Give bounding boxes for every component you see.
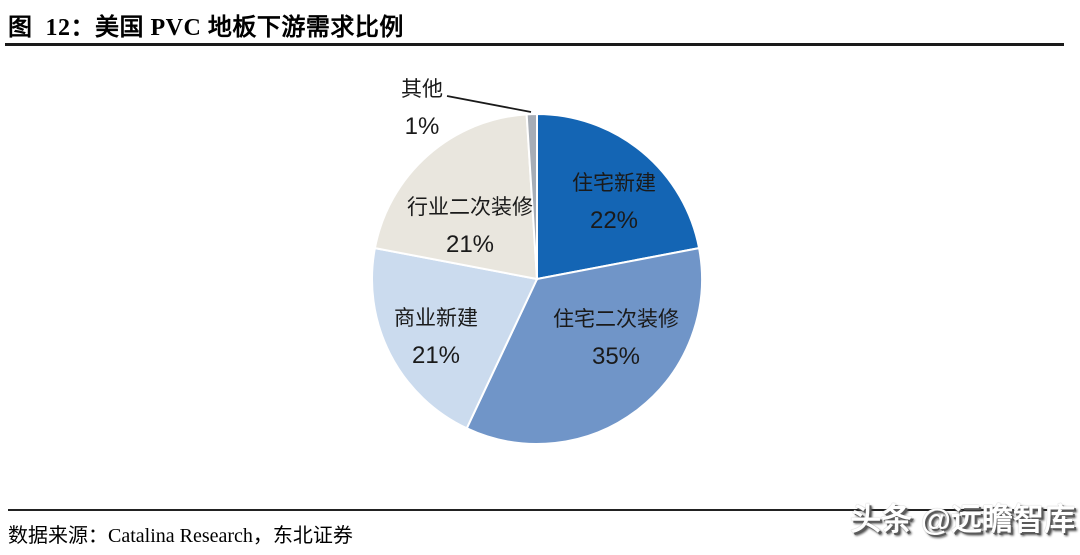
slice-name: 商业新建 (394, 307, 478, 330)
slice-name: 住宅新建 (572, 172, 656, 195)
figure-title: 图 12：美国 PVC 地板下游需求比例 (8, 15, 404, 41)
slice-label-industry-remodel: 行业二次装修 21% (360, 190, 580, 264)
slice-name: 行业二次装修 (407, 196, 533, 219)
pie-slice-1 (465, 246, 703, 445)
pie-slice-3 (373, 113, 539, 281)
slice-label-residential-remodel: 住宅二次装修 35% (506, 302, 726, 376)
title-divider (5, 43, 1064, 46)
pie-slice-0 (536, 112, 701, 281)
leader-line-other (446, 95, 532, 113)
pie-svg (371, 95, 703, 445)
slice-label-other: 其他 1% (312, 72, 532, 146)
slice-label-residential-new: 住宅新建 22% (504, 166, 724, 240)
pie-slice-4 (525, 112, 538, 280)
pie-slice-2 (371, 246, 539, 430)
footer-divider (8, 509, 1072, 511)
slice-percent: 22% (589, 207, 639, 234)
slice-percent: 21% (411, 342, 461, 369)
watermark: 头条 @远瞻智库 (850, 502, 1075, 537)
slice-percent: 21% (445, 231, 495, 258)
slice-percent: 35% (591, 343, 641, 370)
pie-slices (371, 112, 703, 445)
slice-name: 住宅二次装修 (553, 308, 679, 331)
data-source: 数据来源：Catalina Research，东北证券 (8, 525, 353, 547)
slice-percent: 1% (404, 113, 440, 140)
slice-label-commercial-new: 商业新建 21% (326, 301, 546, 375)
slice-name: 其他 (401, 78, 443, 101)
